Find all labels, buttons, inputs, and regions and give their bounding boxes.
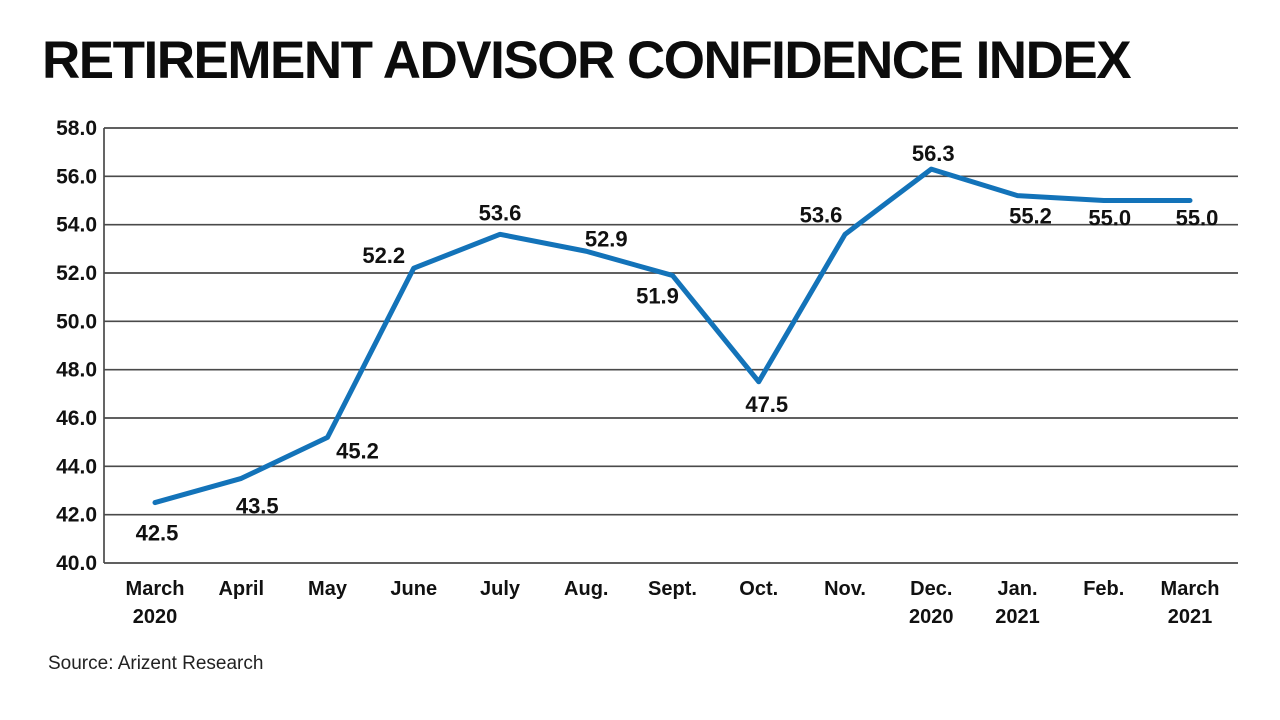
- data-point-label: 55.0: [1176, 206, 1219, 231]
- y-axis-tick-label: 44.0: [56, 455, 97, 478]
- data-point-label: 43.5: [236, 493, 279, 518]
- x-axis-tick-label: Jan. 2021: [995, 578, 1040, 628]
- data-point-label: 42.5: [136, 521, 179, 546]
- x-axis-tick-label: March 2021: [1161, 578, 1220, 628]
- data-point-label: 53.6: [800, 202, 843, 227]
- x-axis-tick-label: March 2020: [126, 578, 185, 628]
- x-axis-tick-label: June: [390, 578, 437, 600]
- data-point-label: 53.6: [479, 200, 522, 225]
- y-axis-tick-label: 50.0: [56, 310, 97, 333]
- trend-line: [152, 166, 1193, 506]
- x-axis-tick-label: July: [480, 578, 521, 600]
- data-point-label: 55.0: [1088, 206, 1131, 231]
- y-axis-tick-label: 46.0: [56, 407, 97, 430]
- data-point-label: 45.2: [336, 438, 379, 463]
- data-point-label: 52.9: [585, 226, 628, 251]
- y-axis-tick-label: 58.0: [56, 117, 97, 140]
- source-note: Source: Arizent Research: [48, 653, 264, 674]
- data-point-label: 56.3: [912, 141, 955, 166]
- data-point-label: 51.9: [636, 283, 679, 308]
- data-point-label: 47.5: [745, 392, 788, 417]
- x-axis-tick-label: May: [308, 578, 348, 600]
- y-axis-tick-label: 40.0: [56, 552, 97, 575]
- x-axis-tick-label: Oct.: [739, 578, 778, 600]
- x-axis-tick-label: Aug.: [564, 578, 608, 600]
- x-axis-tick-label: Dec. 2020: [909, 578, 954, 628]
- x-axis-tick-label: Nov.: [824, 578, 866, 600]
- y-axis-tick-label: 52.0: [56, 262, 97, 285]
- x-axis-tick-label: Sept.: [648, 578, 697, 600]
- y-axis-tick-label: 54.0: [56, 214, 97, 237]
- y-axis-tick-label: 42.0: [56, 504, 97, 527]
- x-axis-tick-label: Feb.: [1083, 578, 1124, 600]
- x-axis-tick-label: April: [218, 578, 264, 600]
- y-axis-tick-label: 48.0: [56, 359, 97, 382]
- y-axis-tick-label: 56.0: [56, 165, 97, 188]
- data-point-label: 55.2: [1009, 204, 1052, 229]
- chart-title: RETIREMENT ADVISOR CONFIDENCE INDEX: [42, 31, 1132, 90]
- data-point-label: 52.2: [362, 243, 405, 268]
